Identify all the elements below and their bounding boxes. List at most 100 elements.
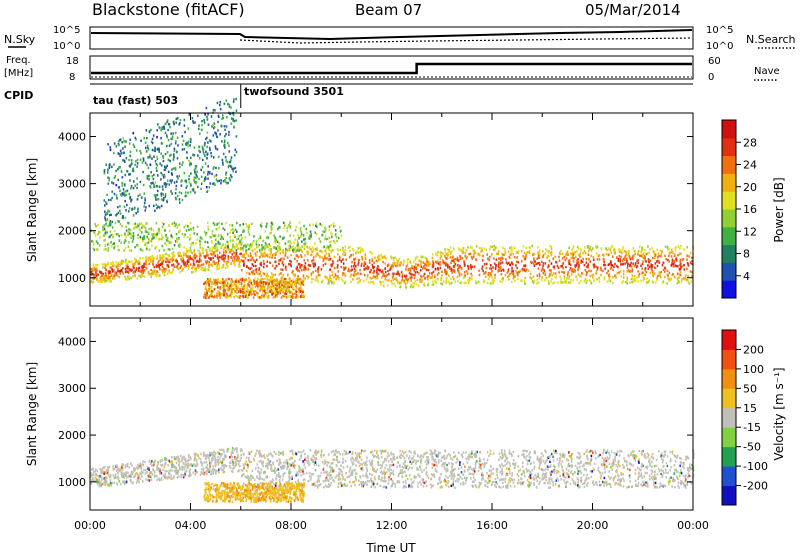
power-cell: [624, 280, 627, 284]
power-cell: [270, 281, 272, 284]
power-cell: [677, 253, 679, 257]
power-cell: [183, 118, 186, 122]
power-cell: [511, 262, 514, 266]
power-cell: [268, 248, 271, 252]
power-cell: [500, 269, 502, 272]
power-cell: [254, 252, 257, 255]
power-cell: [186, 255, 188, 259]
power-cell: [192, 153, 194, 156]
power-cell: [377, 260, 379, 263]
power-cell: [130, 233, 132, 236]
power-cell: [271, 275, 274, 278]
power-cell: [568, 275, 571, 278]
power-cell: [355, 265, 357, 268]
power-cell: [119, 149, 122, 152]
power-cell: [504, 249, 506, 253]
power-cell: [434, 252, 437, 255]
power-cell: [110, 233, 112, 237]
power-cell: [316, 247, 318, 250]
power-cell: [171, 247, 174, 251]
power-cell: [384, 267, 386, 270]
velocity-cell: [528, 455, 531, 459]
power-cell: [302, 276, 305, 279]
power-cell: [133, 226, 136, 229]
power-cell: [413, 268, 415, 271]
power-cell: [620, 263, 622, 266]
power-cell: [179, 266, 182, 270]
power-cell: [429, 262, 431, 266]
velocity-cell: [608, 470, 611, 473]
power-cell: [203, 121, 206, 124]
power-cell: [153, 269, 156, 272]
power-cell: [113, 246, 115, 250]
power-cell: [563, 271, 566, 274]
power-cell: [262, 252, 264, 256]
power-cell: [312, 271, 315, 274]
power-cell: [618, 271, 620, 274]
power-cell: [123, 241, 126, 244]
power-cell: [523, 255, 525, 259]
power-cell: [290, 253, 292, 257]
power-cell: [486, 253, 488, 256]
power-cell: [221, 158, 224, 162]
power-cell: [215, 281, 218, 285]
power-cell: [93, 231, 96, 235]
power-cell: [460, 273, 463, 276]
power-cell: [472, 255, 475, 259]
power-cell: [122, 272, 124, 275]
power-cell: [242, 286, 244, 289]
power-cell: [571, 256, 574, 259]
velocity-cell: [447, 480, 450, 483]
power-cell: [280, 278, 283, 281]
power-cell: [94, 222, 96, 226]
power-cell: [340, 234, 343, 238]
power-cell: [344, 252, 347, 255]
power-cell: [417, 284, 420, 287]
velocity-cell: [106, 471, 109, 474]
power-cell: [184, 179, 187, 183]
power-cell: [160, 258, 162, 261]
power-cell: [630, 257, 633, 260]
power-cell: [664, 275, 666, 279]
power-cell: [251, 288, 254, 292]
power-cell: [482, 254, 484, 258]
power-cell: [222, 289, 225, 293]
power-cell: [324, 275, 326, 278]
power-cell: [394, 261, 396, 265]
power-cell: [229, 288, 232, 291]
power-cell: [288, 285, 291, 288]
power-cell: [160, 262, 163, 265]
power-cell: [440, 282, 442, 285]
power-cell: [162, 154, 164, 158]
power-cell: [329, 246, 331, 249]
power-cell: [544, 279, 546, 282]
power-cell: [118, 143, 120, 147]
velocity-cell: [183, 471, 186, 474]
power-cell: [337, 275, 340, 278]
power-cell: [278, 285, 281, 289]
velocity-cell: [501, 478, 504, 481]
power-cell: [684, 276, 686, 280]
power-cell: [124, 216, 127, 220]
velocity-cell: [141, 462, 144, 466]
power-cell: [523, 264, 525, 267]
power-cell: [165, 243, 168, 246]
power-cell: [250, 270, 253, 274]
power-cell: [681, 258, 684, 261]
power-cell: [269, 261, 271, 264]
power-cell: [612, 281, 614, 285]
power-cell: [301, 268, 303, 272]
power-cell: [213, 251, 216, 254]
power-cell: [214, 234, 217, 237]
power-cell: [103, 234, 106, 237]
power-cell: [658, 261, 661, 264]
power-cell: [295, 289, 297, 292]
power-cell: [225, 263, 228, 266]
power-cell: [636, 259, 639, 262]
power-cell: [619, 249, 622, 252]
power-cell: [348, 255, 351, 259]
power-cell: [230, 122, 233, 125]
power-cell: [162, 188, 164, 191]
power-cell: [490, 273, 492, 277]
velocity-cell: [626, 464, 628, 467]
